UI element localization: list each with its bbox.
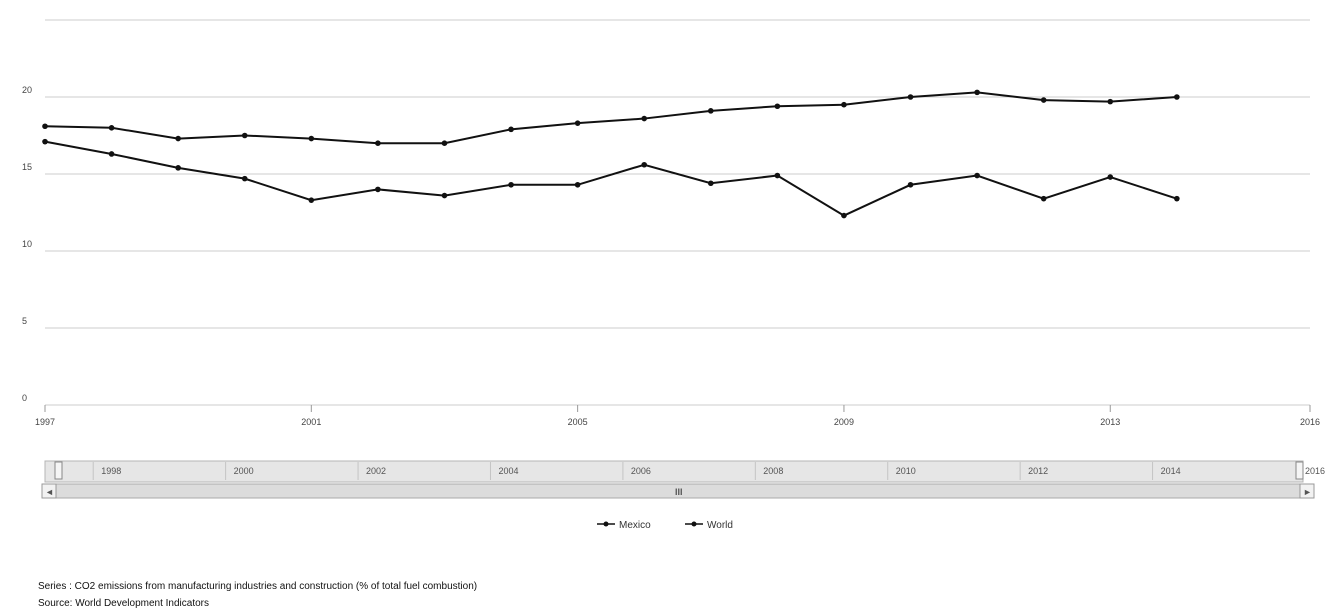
- x-tick-label: 1997: [35, 417, 55, 427]
- navigator-label: 2000: [234, 466, 254, 476]
- data-point-mexico[interactable]: [574, 181, 581, 188]
- legend-marker-mexico: [603, 521, 609, 527]
- x-tick-label: 2001: [301, 417, 321, 427]
- data-point-mexico[interactable]: [1107, 174, 1114, 180]
- data-point-world[interactable]: [641, 115, 648, 122]
- data-point-world[interactable]: [441, 140, 448, 146]
- data-point-world[interactable]: [375, 140, 381, 146]
- data-point-mexico[interactable]: [1040, 195, 1047, 202]
- navigator-labels: 1998 2000 2002 2004 2006 2008 2010 2012 2014 2016: [92, 462, 1325, 480]
- data-point-world[interactable]: [308, 135, 315, 142]
- data-point-world[interactable]: [574, 120, 581, 126]
- data-point-world[interactable]: [241, 132, 248, 139]
- navigator-label: 2008: [763, 466, 783, 476]
- y-tick-label: 15: [22, 162, 32, 172]
- x-axis-ticks: 1997 2001 2005 2009 2013 2016: [35, 405, 1320, 427]
- series: [42, 89, 1180, 219]
- data-point-mexico[interactable]: [974, 172, 980, 179]
- data-point-mexico[interactable]: [774, 172, 781, 179]
- navigator-label: 2012: [1028, 466, 1048, 476]
- source-note: Source: World Development Indicators: [38, 598, 210, 609]
- data-point-mexico[interactable]: [241, 175, 248, 182]
- data-point-mexico[interactable]: [441, 192, 448, 199]
- series-world: [42, 89, 1180, 146]
- data-point-world[interactable]: [175, 135, 181, 142]
- data-point-mexico[interactable]: [1174, 195, 1180, 202]
- data-point-mexico[interactable]: [108, 151, 115, 157]
- data-point-world[interactable]: [1040, 97, 1047, 103]
- legend-label-world: World: [707, 520, 733, 531]
- scroll-left-button[interactable]: [41, 483, 57, 499]
- scroll-right-button[interactable]: [1299, 483, 1315, 499]
- x-tick-label: 2005: [568, 417, 588, 427]
- data-point-world[interactable]: [1107, 98, 1114, 105]
- navigator-label: 1998: [101, 466, 121, 476]
- data-point-mexico[interactable]: [641, 161, 648, 168]
- legend-label-mexico: Mexico: [619, 520, 651, 531]
- series-mexico: [42, 138, 1180, 219]
- data-point-world[interactable]: [707, 108, 714, 114]
- y-axis-ticks: 0 5 10 15 20: [22, 85, 32, 403]
- navigator-left-handle[interactable]: [54, 461, 63, 480]
- data-point-mexico[interactable]: [907, 181, 914, 188]
- series-line-mexico: [44, 140, 1178, 217]
- data-point-mexico[interactable]: [42, 138, 48, 145]
- data-point-mexico[interactable]: [508, 181, 514, 188]
- y-tick-label: 5: [22, 316, 27, 326]
- data-point-mexico[interactable]: [175, 165, 181, 171]
- x-tick-label: 2009: [834, 417, 854, 427]
- data-point-world[interactable]: [841, 101, 847, 108]
- data-point-world[interactable]: [42, 123, 48, 130]
- scroll-right-arrow-icon: ►: [1303, 487, 1312, 497]
- scroll-thumb-grip-icon: III: [675, 487, 683, 497]
- navigator-label: 2014: [1161, 466, 1181, 476]
- data-point-world[interactable]: [907, 94, 914, 100]
- series-description: Series : CO2 emissions from manufacturin…: [38, 581, 478, 592]
- navigator-label: 2010: [896, 466, 916, 476]
- gridlines: [45, 19, 1310, 406]
- data-point-world[interactable]: [774, 103, 781, 110]
- navigator-label: 2016: [1305, 466, 1325, 476]
- series-line-world: [44, 91, 1177, 145]
- data-point-world[interactable]: [974, 89, 980, 96]
- navigator-label: 2002: [366, 466, 386, 476]
- legend-item-mexico[interactable]: Mexico: [597, 520, 651, 531]
- data-point-world[interactable]: [1174, 94, 1180, 100]
- data-point-mexico[interactable]: [308, 197, 315, 203]
- legend-marker-world: [691, 521, 697, 527]
- scroll-left-arrow-icon: ◄: [45, 487, 54, 497]
- data-point-world[interactable]: [108, 125, 115, 131]
- data-point-mexico[interactable]: [841, 212, 847, 219]
- x-tick-label: 2016: [1300, 417, 1320, 427]
- navigator-label: 2004: [498, 466, 518, 476]
- legend-item-world[interactable]: World: [685, 520, 733, 531]
- data-point-mexico[interactable]: [375, 186, 381, 193]
- range-navigator[interactable]: 1998 2000 2002 2004 2006 2008 2010 2012 2014 2016…: [41, 460, 1325, 499]
- data-point-world[interactable]: [508, 126, 514, 133]
- navigator-right-handle[interactable]: [1295, 461, 1304, 480]
- legend: Mexico World: [597, 520, 733, 531]
- y-tick-label: 0: [22, 393, 27, 403]
- navigator-label: 2006: [631, 466, 651, 476]
- x-tick-label: 2013: [1100, 417, 1120, 427]
- y-tick-label: 20: [22, 85, 32, 95]
- data-point-mexico[interactable]: [707, 180, 714, 187]
- y-tick-label: 10: [22, 239, 32, 249]
